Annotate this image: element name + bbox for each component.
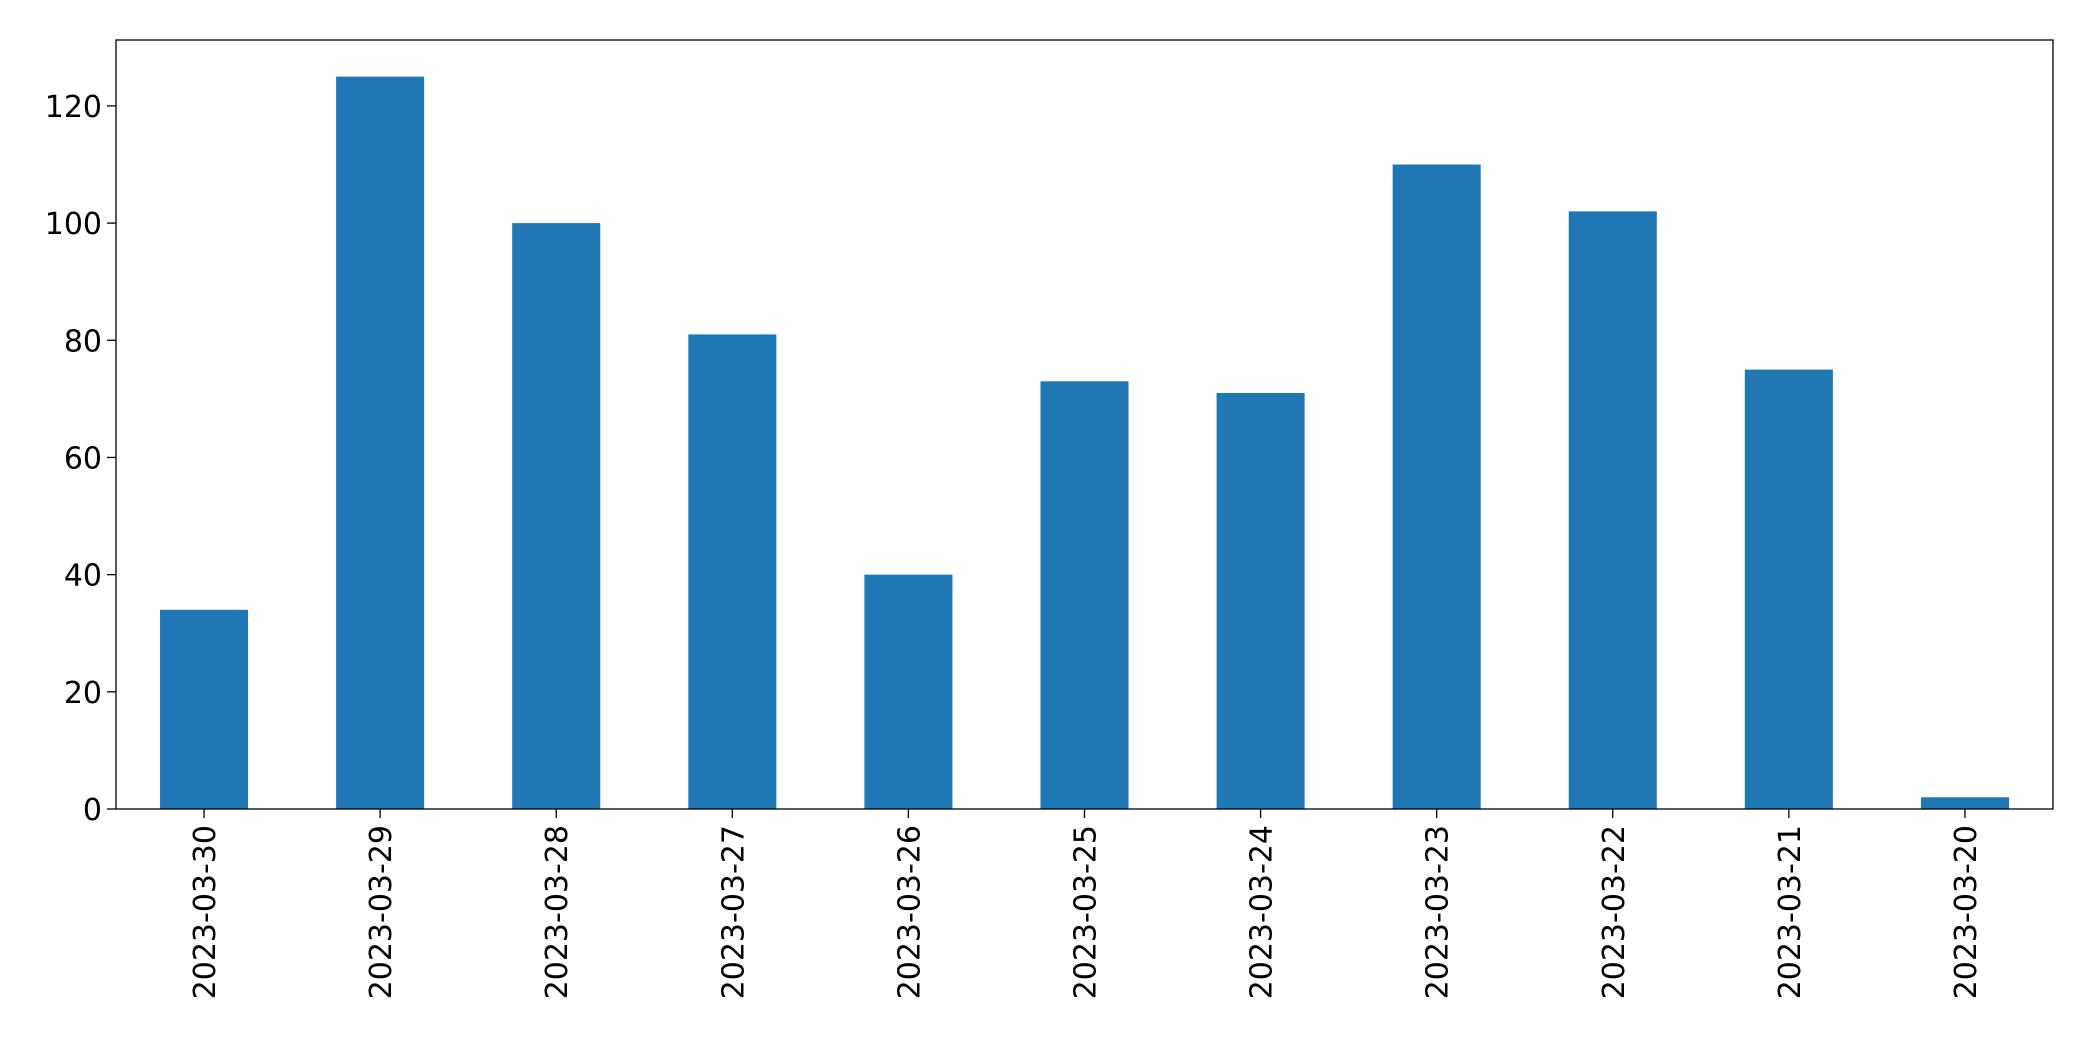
x-tick-label: 2023-03-26 [892, 825, 927, 999]
x-tick-label: 2023-03-27 [716, 825, 751, 999]
y-tick-label: 40 [64, 559, 102, 594]
bar [1744, 369, 1833, 809]
bar [512, 223, 601, 810]
bar [864, 574, 953, 809]
y-tick-label: 0 [83, 793, 102, 828]
plot-frame [115, 39, 2054, 810]
bar [1920, 797, 2009, 809]
x-tick-label: 2023-03-21 [1773, 825, 1808, 999]
y-tick-label: 20 [64, 676, 102, 711]
x-tick-label: 2023-03-29 [364, 825, 399, 999]
bar [336, 76, 425, 810]
x-tick-label: 2023-03-24 [1245, 825, 1280, 999]
bar [1040, 381, 1129, 809]
y-tick-label: 100 [45, 207, 102, 242]
x-tick-label: 2023-03-22 [1597, 825, 1632, 999]
x-tick-label: 2023-03-20 [1949, 825, 1984, 999]
y-tick-label: 60 [64, 441, 102, 476]
bar [688, 334, 777, 809]
x-tick-label: 2023-03-28 [540, 825, 575, 999]
x-tick-label: 2023-03-23 [1421, 825, 1456, 999]
x-tick-label: 2023-03-25 [1069, 825, 1104, 999]
bar [1392, 164, 1481, 809]
x-tick-label: 2023-03-30 [188, 825, 223, 999]
y-tick-label: 120 [45, 90, 102, 125]
bar [1568, 211, 1657, 809]
bar [160, 609, 249, 809]
y-tick-label: 80 [64, 324, 102, 359]
bar [1216, 393, 1305, 809]
